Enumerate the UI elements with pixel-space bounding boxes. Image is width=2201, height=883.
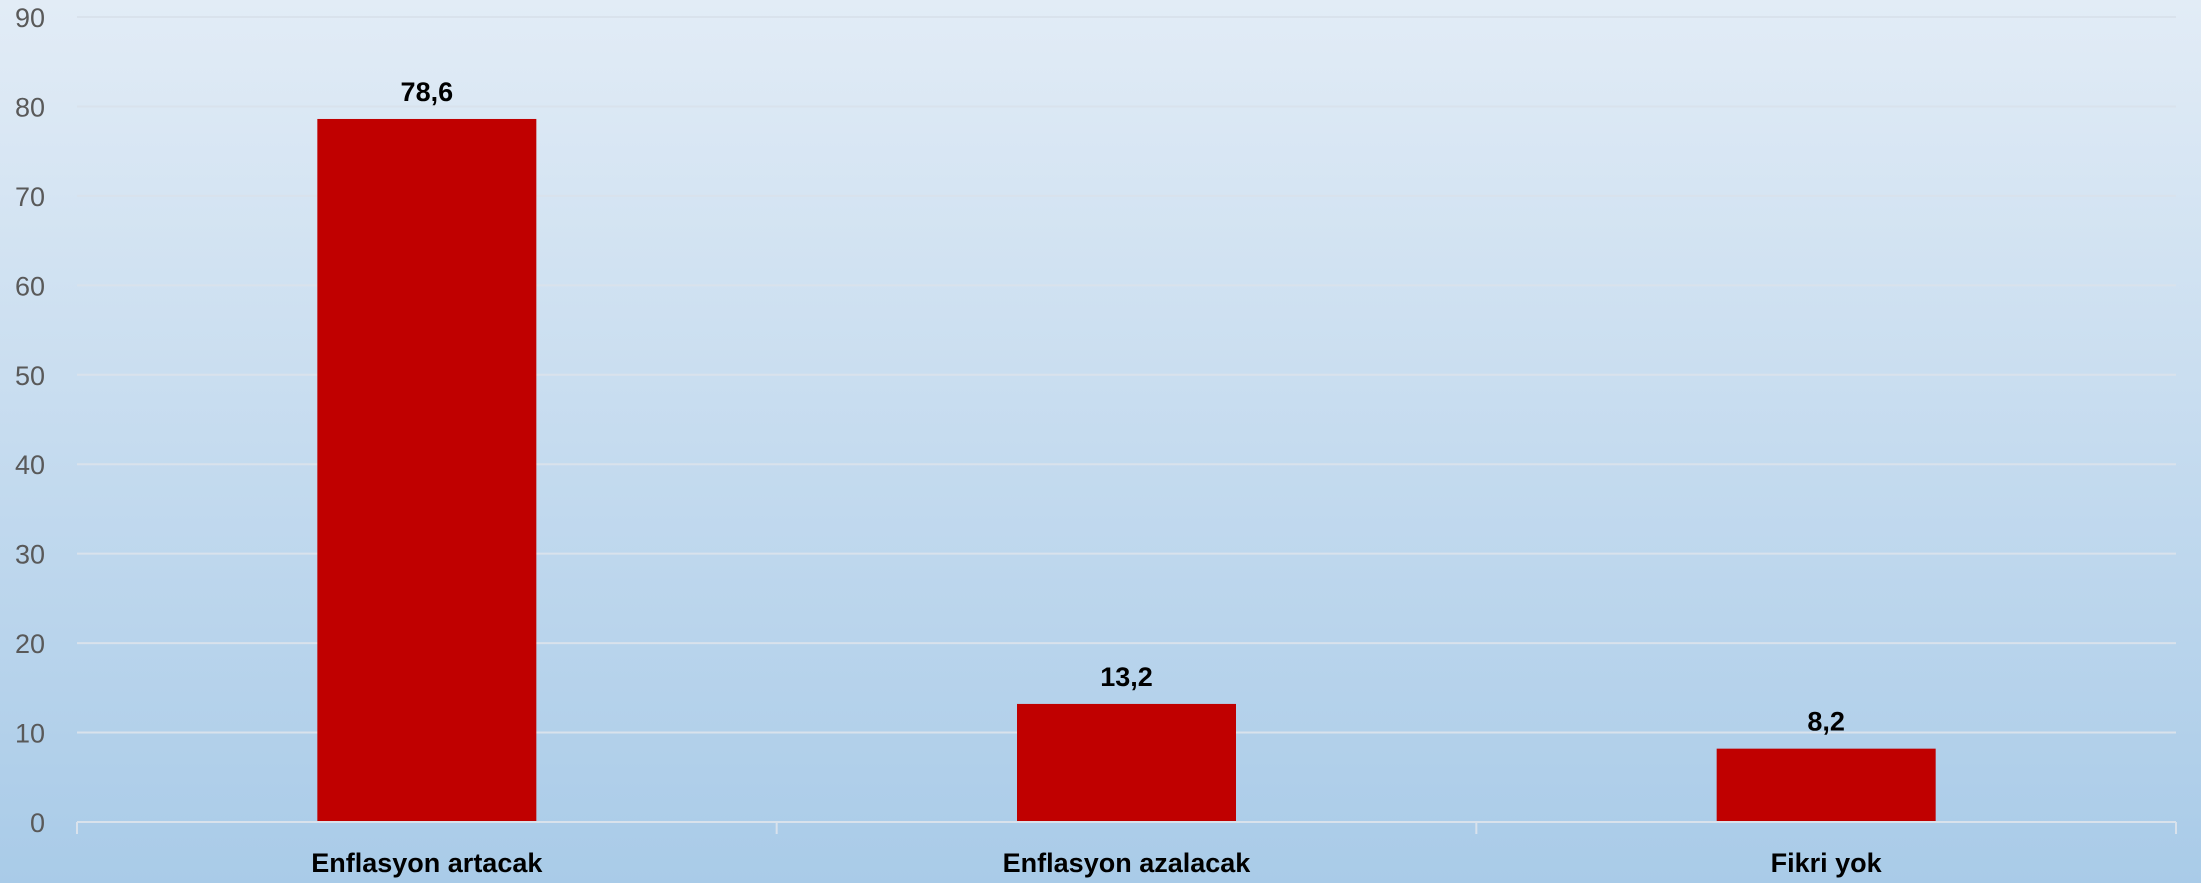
bar bbox=[317, 119, 536, 822]
y-tick-label: 50 bbox=[15, 361, 45, 391]
category-label: Fikri yok bbox=[1771, 848, 1883, 878]
y-tick-label: 70 bbox=[15, 182, 45, 212]
value-labels: 78,6 13,2 8,2 bbox=[401, 77, 1845, 737]
bar bbox=[1017, 704, 1236, 822]
y-tick-label: 10 bbox=[15, 719, 45, 749]
value-label: 8,2 bbox=[1807, 707, 1845, 737]
value-label: 78,6 bbox=[401, 77, 454, 107]
y-tick-label: 30 bbox=[15, 540, 45, 570]
x-axis bbox=[77, 822, 2176, 834]
y-tick-label: 20 bbox=[15, 629, 45, 659]
y-tick-label: 60 bbox=[15, 271, 45, 301]
y-tick-label: 0 bbox=[30, 808, 45, 838]
y-tick-label: 40 bbox=[15, 450, 45, 480]
y-tick-label: 90 bbox=[15, 3, 45, 33]
value-label: 13,2 bbox=[1100, 662, 1153, 692]
category-labels: Enflasyon artacak Enflasyon azalacak Fikri… bbox=[311, 848, 1882, 878]
bars bbox=[317, 119, 1935, 822]
category-label: Enflasyon artacak bbox=[311, 848, 543, 878]
bar bbox=[1717, 749, 1936, 822]
category-label: Enflasyon azalacak bbox=[1003, 848, 1252, 878]
y-axis-ticks: 0 10 20 30 40 50 60 70 80 90 bbox=[15, 3, 45, 838]
y-tick-label: 80 bbox=[15, 92, 45, 122]
